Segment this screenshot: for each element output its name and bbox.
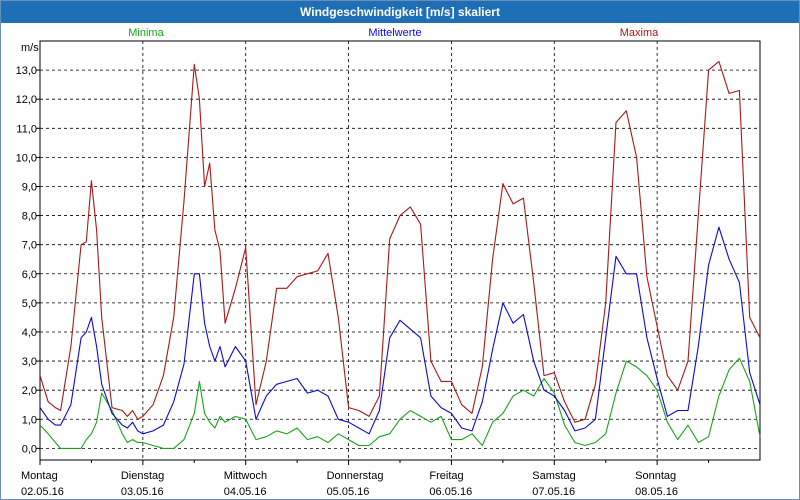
window-title: Windgeschwindigkeit [m/s] skaliert: [1, 1, 799, 23]
x-day-label: Freitag: [429, 470, 463, 482]
series-line-minima: [39, 357, 761, 449]
legend-mittelwerte: Mittelwerte: [368, 27, 421, 39]
x-date-label: 06.05.16: [429, 486, 472, 498]
x-day-label: Sonntag: [635, 470, 676, 482]
y-tick-label: 4,0: [22, 327, 37, 339]
x-date-label: 02.05.16: [21, 486, 64, 498]
legend-maxima: Maxima: [620, 27, 659, 39]
y-tick-label: 7,0: [22, 240, 37, 252]
y-axis-label: m/s: [21, 42, 39, 54]
x-day-label: Montag: [21, 470, 58, 482]
y-tick-label: 1,0: [22, 414, 37, 426]
y-tick-label: 2,0: [22, 385, 37, 397]
x-day-label: Dienstag: [121, 470, 164, 482]
series-line-maxima: [39, 60, 761, 423]
legend-minima: Minima: [128, 27, 164, 39]
x-day-label: Mittwoch: [224, 470, 267, 482]
y-tick-label: 12,0: [16, 94, 37, 106]
x-date-label: 05.05.16: [327, 486, 370, 498]
y-tick-label: 10,0: [16, 152, 37, 164]
x-date-label: 04.05.16: [224, 486, 267, 498]
y-tick-label: 6,0: [22, 269, 37, 281]
y-tick-label: 0,0: [22, 443, 37, 455]
plot-area: [39, 40, 761, 461]
x-day-label: Donnerstag: [327, 470, 384, 482]
x-date-label: 08.05.16: [635, 486, 678, 498]
y-tick-label: 8,0: [22, 211, 37, 223]
y-tick-label: 13,0: [16, 65, 37, 77]
y-tick-label: 11,0: [16, 123, 37, 135]
y-tick-label: 3,0: [22, 356, 37, 368]
y-tick-label: 5,0: [22, 298, 37, 310]
x-date-label: 07.05.16: [532, 486, 575, 498]
x-day-label: Samstag: [532, 470, 575, 482]
y-tick-label: 9,0: [22, 181, 37, 193]
x-date-label: 03.05.16: [121, 486, 164, 498]
series-line-mittelwerte: [39, 226, 761, 435]
